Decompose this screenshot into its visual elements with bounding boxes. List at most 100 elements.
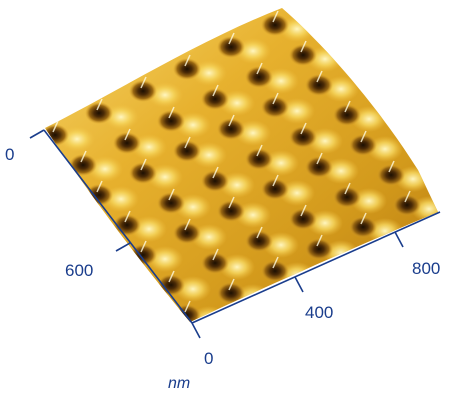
surface-pit bbox=[57, 72, 85, 94]
surface-bump bbox=[45, 178, 79, 204]
pit-highlight bbox=[300, 122, 307, 135]
surface-bump bbox=[439, 0, 450, 6]
surface-pit bbox=[129, 162, 157, 184]
surface-bump bbox=[351, 24, 387, 50]
pit-highlight bbox=[344, 18, 351, 31]
pit-highlight bbox=[360, 130, 367, 143]
surface-pit bbox=[421, 224, 438, 246]
surface-pit bbox=[245, 66, 273, 88]
surface-pit bbox=[305, 156, 333, 178]
pit-highlight bbox=[272, 174, 279, 187]
surface-bump bbox=[439, 226, 450, 252]
surface-pit bbox=[201, 252, 229, 274]
origin-tick-label: 0 bbox=[204, 349, 213, 368]
surface-pit bbox=[333, 268, 361, 290]
pit-highlight bbox=[140, 158, 147, 171]
surface-pit bbox=[245, 148, 273, 170]
pit-highlight bbox=[360, 212, 367, 225]
surface-pit bbox=[377, 246, 405, 268]
pit-highlight bbox=[169, 353, 174, 364]
surface-pit bbox=[201, 88, 229, 110]
pit-highlight bbox=[228, 278, 235, 291]
pit-highlight bbox=[52, 120, 59, 133]
pit-highlight bbox=[184, 54, 191, 67]
pit-highlight bbox=[184, 218, 191, 231]
pit-highlight bbox=[316, 152, 323, 165]
pit-highlight bbox=[140, 76, 147, 89]
pit-highlight bbox=[52, 202, 59, 215]
surface-bump bbox=[395, 8, 431, 28]
surface-bump bbox=[75, 74, 111, 100]
right-axis-tick-800 bbox=[394, 231, 404, 248]
surface-pit bbox=[189, 8, 217, 28]
pit-highlight bbox=[212, 248, 219, 261]
surface-pit bbox=[217, 118, 245, 140]
surface bbox=[13, 0, 450, 364]
pit-highlight bbox=[96, 180, 103, 193]
pit-highlight bbox=[228, 196, 235, 209]
surface-pit bbox=[289, 44, 317, 66]
left-axis-tick-0 bbox=[29, 129, 45, 139]
pit-highlight bbox=[256, 308, 263, 321]
origin-tick bbox=[191, 322, 201, 339]
surface-pit bbox=[333, 22, 361, 44]
surface-pit bbox=[437, 8, 438, 30]
surface-pit bbox=[173, 140, 201, 162]
pit-highlight bbox=[168, 106, 175, 119]
surface-pit bbox=[393, 112, 421, 134]
right-axis-line bbox=[191, 211, 441, 324]
pit-highlight bbox=[404, 26, 411, 39]
pit-highlight bbox=[272, 256, 279, 269]
surface-pit bbox=[101, 50, 129, 72]
pit-highlight bbox=[228, 114, 235, 127]
pit-highlight bbox=[360, 48, 367, 61]
surface-pit bbox=[157, 110, 185, 132]
surface-pit bbox=[245, 230, 273, 252]
pit-highlight bbox=[168, 270, 175, 283]
surface-pit bbox=[69, 236, 97, 258]
pit-highlight bbox=[25, 91, 30, 102]
surface-pit bbox=[129, 326, 157, 348]
surface-pit bbox=[173, 222, 201, 244]
pit-highlight bbox=[140, 240, 147, 253]
surface-pit bbox=[85, 102, 113, 124]
pit-highlight bbox=[124, 128, 131, 141]
axes bbox=[29, 129, 441, 339]
surface-pit bbox=[305, 8, 333, 14]
surface-pit bbox=[261, 96, 289, 118]
surface-bump bbox=[367, 54, 403, 80]
pit-highlight bbox=[212, 166, 219, 179]
surface-bump bbox=[131, 298, 167, 322]
surface-bump bbox=[163, 30, 199, 56]
pit-highlight bbox=[80, 232, 87, 245]
pit-highlight bbox=[388, 160, 395, 173]
surface-bump bbox=[59, 208, 95, 234]
surface-pit bbox=[261, 260, 289, 282]
surface-pit bbox=[437, 90, 438, 112]
pit-highlight bbox=[37, 173, 42, 184]
pit-highlight bbox=[184, 136, 191, 149]
pit-highlight bbox=[124, 210, 131, 223]
surface-bump bbox=[351, 270, 387, 296]
surface-pit bbox=[289, 208, 317, 230]
right-axis-tick-400 bbox=[294, 276, 304, 293]
surface-pit bbox=[145, 28, 173, 50]
surface-pit bbox=[245, 312, 273, 322]
unit-label: nm bbox=[168, 375, 190, 392]
surface-bump bbox=[119, 52, 155, 78]
pit-highlight bbox=[256, 226, 263, 239]
surface-pit bbox=[13, 94, 41, 116]
surface-pit bbox=[233, 0, 261, 6]
surface-bump bbox=[439, 62, 450, 88]
surface-pit bbox=[113, 132, 141, 154]
pit-highlight bbox=[184, 300, 191, 313]
pit-highlight bbox=[168, 188, 175, 201]
pit-highlight bbox=[272, 10, 279, 23]
pit-highlight bbox=[388, 8, 395, 9]
pit-highlight bbox=[200, 8, 207, 15]
right-tick-800: 800 bbox=[412, 259, 440, 278]
pit-highlight bbox=[300, 40, 307, 53]
surface-pit bbox=[333, 104, 361, 126]
surface-pit bbox=[349, 216, 377, 238]
